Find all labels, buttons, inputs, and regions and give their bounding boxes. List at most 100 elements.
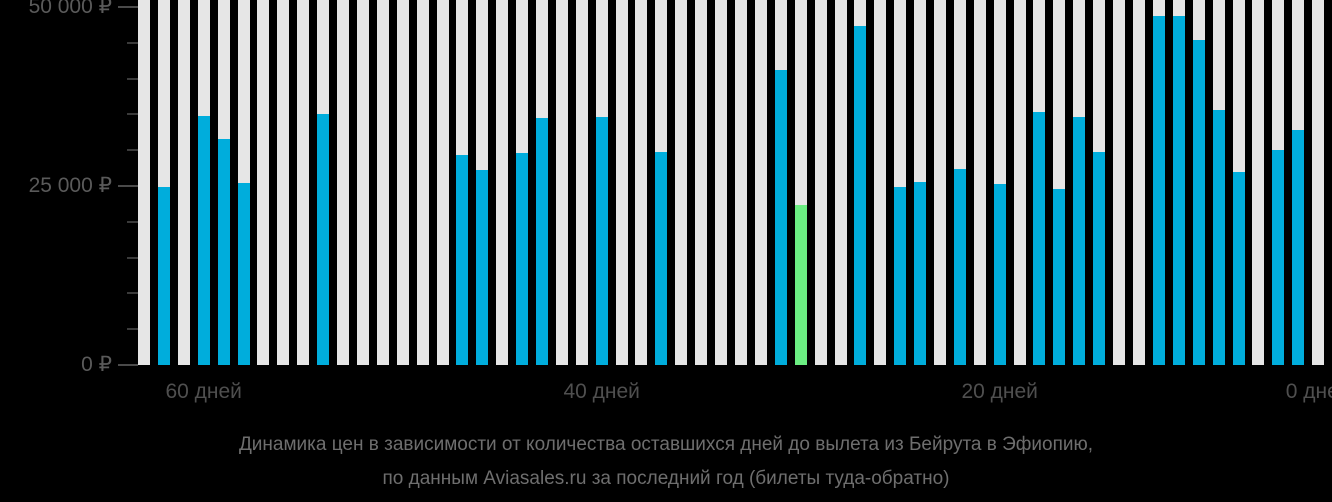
caption-line-1: Динамика цен в зависимости от количества…	[238, 434, 1094, 455]
bar-slot	[635, 0, 647, 365]
bar-slot	[277, 0, 289, 365]
y-axis-tick-major	[118, 364, 138, 366]
bar-slot	[1113, 0, 1125, 365]
bar-slot	[178, 0, 190, 365]
price-bar[interactable]	[1233, 172, 1245, 365]
bar-slot	[1173, 0, 1185, 365]
bar-slot	[257, 0, 269, 365]
bar-slot	[476, 0, 488, 365]
price-bar[interactable]	[1213, 110, 1225, 365]
bar-slot	[337, 0, 349, 365]
bar-slot	[317, 0, 329, 365]
y-axis-tick-minor	[127, 292, 138, 295]
price-bar[interactable]	[536, 118, 548, 365]
y-axis-tick-major	[118, 6, 138, 8]
bar-slot	[854, 0, 866, 365]
bar-slot	[417, 0, 429, 365]
bar-slot	[616, 0, 628, 365]
bar-slot	[1073, 0, 1085, 365]
bar-slot	[198, 0, 210, 365]
bar-slot	[496, 0, 508, 365]
price-bar[interactable]	[954, 169, 966, 365]
y-axis-tick-minor	[127, 77, 138, 80]
price-bar[interactable]	[317, 114, 329, 365]
price-bar[interactable]	[198, 116, 210, 365]
y-axis: 50 000 ₽ 25 000 ₽ 0 ₽	[0, 0, 138, 375]
y-axis-tick-minor	[127, 256, 138, 259]
y-axis-label: 25 000 ₽	[28, 174, 112, 197]
y-axis-tick-minor	[127, 220, 138, 223]
bar-slot	[1093, 0, 1105, 365]
bar-slot	[675, 0, 687, 365]
bar-slot	[874, 0, 886, 365]
price-bar[interactable]	[894, 187, 906, 365]
bar-slot	[1033, 0, 1045, 365]
price-bar[interactable]	[1272, 150, 1284, 365]
price-bar[interactable]	[914, 182, 926, 365]
x-axis-label: 60 дней	[165, 380, 242, 403]
bar-slot	[138, 0, 150, 365]
price-bar-lowest[interactable]	[795, 205, 807, 365]
price-bar[interactable]	[1193, 40, 1205, 365]
price-bar[interactable]	[238, 183, 250, 365]
bar-slot	[218, 0, 230, 365]
bar-slot	[1272, 0, 1284, 365]
caption-line-2: по данным Aviasales.ru за последний год …	[382, 468, 950, 489]
bar-slot	[437, 0, 449, 365]
bar-slot	[695, 0, 707, 365]
y-axis-tick-minor	[127, 149, 138, 152]
price-bar[interactable]	[1053, 189, 1065, 365]
bar-slot	[954, 0, 966, 365]
price-bar[interactable]	[158, 187, 170, 365]
bar-slot	[775, 0, 787, 365]
y-axis-label: 0 ₽	[81, 353, 112, 376]
price-bar[interactable]	[1173, 16, 1185, 365]
price-bar[interactable]	[1033, 112, 1045, 365]
bar-slot	[934, 0, 946, 365]
bar-slot	[357, 0, 369, 365]
bar-slot	[1014, 0, 1026, 365]
price-bar[interactable]	[476, 170, 488, 365]
bar-slot	[735, 0, 747, 365]
price-bar[interactable]	[994, 184, 1006, 365]
price-bar[interactable]	[1153, 16, 1165, 365]
price-bar[interactable]	[516, 153, 528, 365]
price-bar[interactable]	[596, 117, 608, 365]
bar-slot	[238, 0, 250, 365]
bar-slot	[516, 0, 528, 365]
bar-slot	[1213, 0, 1225, 365]
price-bar[interactable]	[1073, 117, 1085, 365]
bar-slot	[556, 0, 568, 365]
bar-slot	[715, 0, 727, 365]
x-axis-label: 0 дней	[1285, 380, 1332, 403]
bar-slot	[994, 0, 1006, 365]
price-bar[interactable]	[456, 155, 468, 365]
y-axis-tick-major	[118, 185, 138, 187]
price-bar[interactable]	[854, 26, 866, 365]
bar-slot	[1252, 0, 1264, 365]
bar-slot	[655, 0, 667, 365]
bar-slot	[1312, 0, 1324, 365]
price-bar[interactable]	[655, 152, 667, 365]
bar-slot	[596, 0, 608, 365]
bar-slot	[894, 0, 906, 365]
price-bar[interactable]	[1292, 130, 1304, 365]
price-bar[interactable]	[218, 139, 230, 365]
bar-slot	[576, 0, 588, 365]
bar-slot	[1233, 0, 1245, 365]
bar-slot	[1133, 0, 1145, 365]
price-bar[interactable]	[1093, 152, 1105, 365]
bar-slot	[1053, 0, 1065, 365]
bar-slot	[456, 0, 468, 365]
bar-slot	[297, 0, 309, 365]
y-axis-label: 50 000 ₽	[28, 0, 112, 18]
bar-slot	[1193, 0, 1205, 365]
x-axis-label: 40 дней	[563, 380, 640, 403]
price-bar[interactable]	[775, 70, 787, 365]
bar-slot	[835, 0, 847, 365]
chart-caption: Динамика цен в зависимости от количества…	[0, 428, 1332, 496]
bar-slot	[815, 0, 827, 365]
bar-slot	[1153, 0, 1165, 365]
bar-slot	[377, 0, 389, 365]
plot-area	[138, 0, 1332, 365]
